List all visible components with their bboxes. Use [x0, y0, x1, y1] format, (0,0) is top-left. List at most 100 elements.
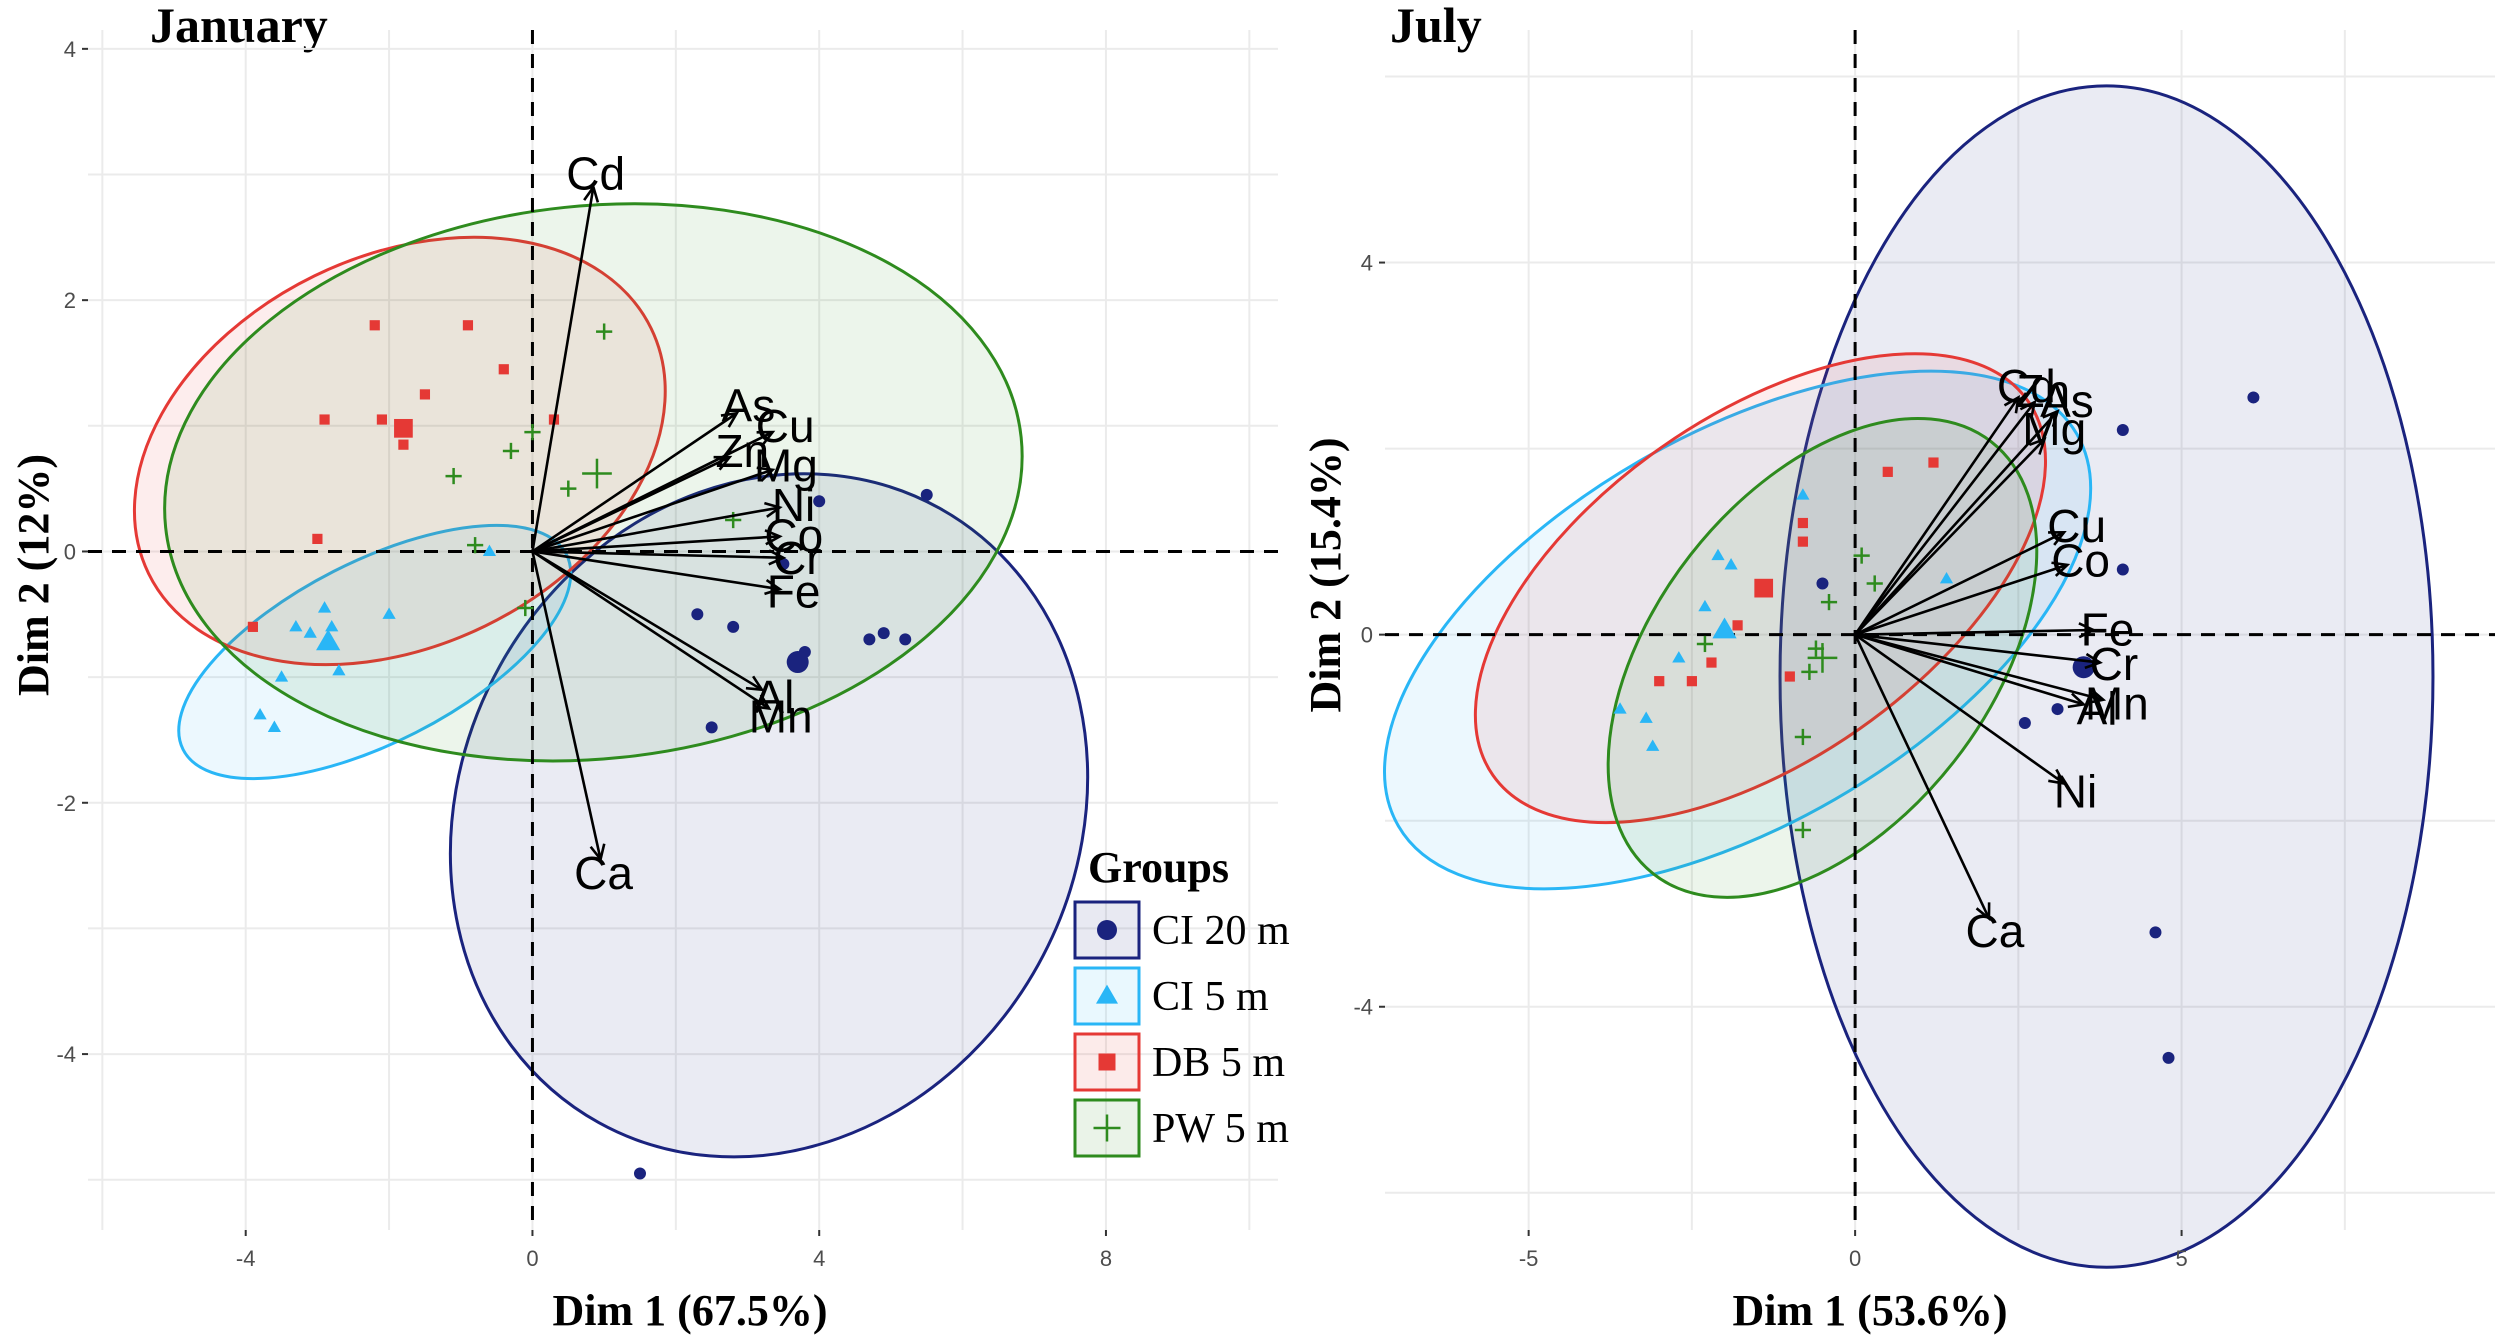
x-axis-title-july: Dim 1 (53.6%) [1733, 1286, 2008, 1335]
point-ci-5-m [325, 620, 339, 632]
point-db-5-m [462, 320, 474, 331]
arrow-as [531, 411, 740, 553]
point-pw-5-m [1794, 728, 1811, 746]
legend-item-db-5-m: DB 5 m [1073, 1032, 1285, 1092]
legend-label: CI 5 m [1152, 974, 1269, 1020]
point-ci-20-m [633, 1167, 646, 1180]
point-db-5-m [498, 364, 509, 375]
variable-label-cd: Cd [1997, 360, 2056, 412]
point-ci-20-m [2018, 717, 2031, 730]
point-pw-5-m [1794, 821, 1811, 839]
arrow-al [1854, 633, 2087, 709]
y-tick-label: 2 [64, 288, 76, 313]
group-means [316, 418, 809, 674]
mean-pw-5-m [582, 458, 612, 489]
variable-label-al: Al [2077, 683, 2118, 735]
point-ci-20-m [863, 633, 876, 646]
point-ci-5-m [303, 626, 317, 638]
legend-marker-db-5-m [1098, 1053, 1116, 1071]
ellipse-ci-20-m [1778, 84, 2435, 1269]
mean-db-5-m [1754, 578, 1774, 598]
point-pw-5-m [517, 599, 534, 617]
point-db-5-m [398, 439, 409, 450]
x-tick-label: -4 [236, 1246, 256, 1271]
variable-label-mn: Mn [2085, 677, 2149, 729]
legend-marker-pw-5-m [1093, 1114, 1121, 1142]
mean-db-5-m [394, 418, 413, 438]
arrow-fe [1855, 622, 2097, 639]
point-ci-5-m [1646, 739, 1660, 751]
variable-label-cu: Cu [756, 400, 815, 452]
point-ci-5-m [317, 601, 332, 613]
point-db-5-m [1654, 676, 1665, 687]
point-db-5-m [369, 320, 380, 331]
point-ci-5-m [1724, 558, 1738, 570]
point-ci-20-m [2116, 424, 2129, 436]
legend-title: Groups [1088, 843, 1229, 892]
ellipse-ci-20-m [448, 472, 1090, 1159]
point-pw-5-m [1696, 635, 1714, 653]
point-ci-5-m [1796, 488, 1810, 500]
x-tick-label: -5 [1519, 1246, 1539, 1271]
variable-label-cr: Cr [2090, 638, 2139, 690]
y-tick-label: -2 [56, 791, 76, 816]
y-axis-title-july: Dim 2 (15.4%) [1301, 438, 1350, 713]
point-pw-5-m [560, 480, 577, 497]
arrow-ca [531, 551, 606, 863]
y-tick-label: -4 [1353, 995, 1373, 1020]
point-ci-5-m [1613, 702, 1627, 714]
arrow-cu [1854, 531, 2067, 636]
panel-title-july: July [1390, 0, 1482, 53]
tick-labels: -5 0 5 -4 0 4 [1353, 251, 2187, 1271]
point-ci-20-m [899, 633, 912, 646]
arrow-co [532, 529, 783, 553]
mean-ci-20-m [786, 651, 809, 674]
arrow-mg [532, 466, 776, 553]
arrow-co [1854, 561, 2071, 636]
arrow-ni [1854, 633, 2067, 786]
point-db-5-m [1797, 517, 1808, 529]
point-pw-5-m [502, 442, 520, 460]
arrow-as [1854, 409, 2060, 636]
arrow-ni [532, 501, 783, 553]
individual-points [1613, 391, 2260, 1064]
legend-item-ci-20-m: CI 20 m [1073, 900, 1290, 960]
point-db-5-m [247, 621, 258, 632]
arrow-cr [1854, 633, 2103, 670]
point-ci-20-m [2116, 563, 2129, 576]
confidence-ellipses [132, 202, 1090, 1159]
legend: Groups CI 20 m CI 5 m DB 5 m PW 5 m [1073, 843, 1290, 1158]
variable-label-fe: Fe [2081, 604, 2135, 656]
point-pw-5-m [1820, 593, 1838, 611]
variable-label-mg: Mg [754, 439, 818, 491]
point-ci-20-m [691, 608, 704, 621]
y-tick-label: 4 [1361, 251, 1373, 276]
variable-label-as: As [722, 379, 776, 431]
point-ci-5-m [1698, 599, 1712, 612]
point-pw-5-m [1853, 547, 1870, 564]
x-tick-label: 8 [1100, 1246, 1112, 1271]
arrow-ca [1853, 634, 1991, 922]
point-ci-20-m [705, 721, 718, 734]
point-ci-20-m [813, 495, 826, 508]
arrow-mn [531, 550, 772, 711]
point-db-5-m [1882, 466, 1893, 477]
arrow-cu [531, 430, 776, 553]
point-ci-5-m [332, 663, 346, 676]
point-ci-20-m [2247, 391, 2260, 404]
point-db-5-m [1797, 536, 1808, 547]
point-db-5-m [1784, 671, 1795, 682]
point-ci-20-m [2051, 703, 2064, 716]
y-tick-label: 4 [64, 37, 76, 62]
gridlines [1385, 30, 2495, 1230]
variable-label-fe: Fe [767, 565, 821, 617]
point-pw-5-m [445, 467, 462, 485]
variable-label-ca: Ca [1966, 905, 2025, 957]
point-ci-5-m [274, 670, 289, 682]
y-axis-title-january: Dim 2 (12%) [9, 454, 58, 696]
variable-label-co: Co [2051, 535, 2110, 587]
x-tick-label: 5 [2175, 1246, 2187, 1271]
legend-marker-ci-5-m [1095, 984, 1119, 1004]
